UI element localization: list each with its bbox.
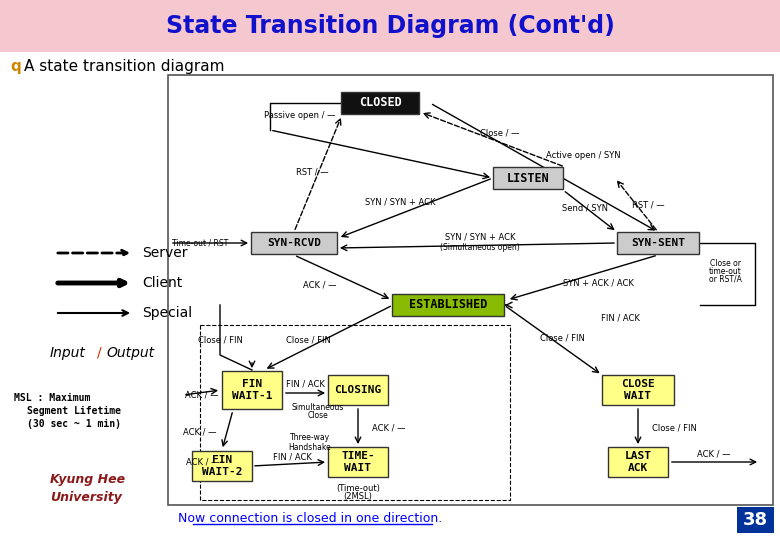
Text: ACK / —: ACK / — [185, 390, 218, 400]
Text: LISTEN: LISTEN [507, 172, 549, 185]
Text: 38: 38 [743, 511, 768, 529]
FancyBboxPatch shape [602, 375, 674, 405]
Text: A state transition diagram: A state transition diagram [24, 59, 225, 75]
Text: FIN / ACK: FIN / ACK [601, 314, 640, 322]
Text: SYN / SYN + ACK: SYN / SYN + ACK [445, 233, 516, 241]
Text: Close: Close [307, 411, 328, 421]
Text: Simultaneous: Simultaneous [292, 403, 344, 413]
Text: Active open / SYN: Active open / SYN [546, 151, 620, 159]
Text: Input: Input [50, 346, 86, 360]
FancyBboxPatch shape [168, 75, 773, 505]
Text: ACK / —: ACK / — [697, 449, 731, 458]
Text: TIME-
WAIT: TIME- WAIT [341, 451, 375, 473]
Text: Passive open / —: Passive open / — [264, 111, 335, 119]
Text: SYN-SENT: SYN-SENT [631, 238, 685, 248]
Text: Server: Server [142, 246, 187, 260]
Text: FIN / ACK: FIN / ACK [272, 453, 311, 462]
Text: SYN / SYN + ACK: SYN / SYN + ACK [365, 198, 435, 206]
Text: State Transition Diagram (Cont'd): State Transition Diagram (Cont'd) [165, 14, 615, 38]
Text: (Time-out): (Time-out) [336, 483, 380, 492]
Text: Close / FIN: Close / FIN [652, 423, 697, 433]
Text: RST / —: RST / — [296, 167, 328, 177]
Text: SYN-RCVD: SYN-RCVD [267, 238, 321, 248]
Text: q: q [10, 59, 21, 75]
Text: (30 sec ~ 1 min): (30 sec ~ 1 min) [27, 419, 121, 429]
FancyBboxPatch shape [341, 92, 419, 114]
Text: (Simultaneous open): (Simultaneous open) [440, 244, 520, 253]
Text: SYN + ACK / ACK: SYN + ACK / ACK [562, 279, 633, 287]
FancyBboxPatch shape [222, 371, 282, 409]
FancyBboxPatch shape [0, 0, 780, 52]
FancyBboxPatch shape [493, 167, 563, 189]
FancyBboxPatch shape [328, 375, 388, 405]
Text: Close / —: Close / — [480, 129, 519, 138]
FancyBboxPatch shape [328, 447, 388, 477]
FancyBboxPatch shape [737, 507, 774, 533]
Text: Send / SYN: Send / SYN [562, 204, 608, 213]
FancyBboxPatch shape [251, 232, 337, 254]
FancyBboxPatch shape [392, 294, 504, 316]
Text: ACK / —: ACK / — [186, 457, 219, 467]
Text: CLOSING: CLOSING [335, 385, 381, 395]
Text: Close / FIN: Close / FIN [285, 335, 331, 345]
FancyBboxPatch shape [617, 232, 699, 254]
Text: ACK / —: ACK / — [303, 280, 337, 289]
Text: Three-way: Three-way [290, 434, 330, 442]
Text: MSL : Maximum: MSL : Maximum [14, 393, 90, 403]
Text: Now connection is closed in one direction.: Now connection is closed in one directio… [178, 512, 442, 525]
Text: ESTABLISHED: ESTABLISHED [409, 299, 488, 312]
Text: FIN
WAIT-1: FIN WAIT-1 [232, 379, 272, 401]
Text: Close / FIN: Close / FIN [540, 334, 584, 342]
Text: Segment Lifetime: Segment Lifetime [27, 406, 121, 416]
Text: Client: Client [142, 276, 183, 290]
Text: Special: Special [142, 306, 192, 320]
Text: /: / [97, 346, 101, 360]
Text: Kyung Hee
University: Kyung Hee University [50, 472, 125, 503]
FancyBboxPatch shape [192, 451, 252, 481]
Text: RST / —: RST / — [632, 200, 665, 210]
Text: ACK / —: ACK / — [372, 423, 406, 433]
Text: Output: Output [106, 346, 154, 360]
Text: Close / FIN: Close / FIN [197, 335, 243, 345]
Text: CLOSE
WAIT: CLOSE WAIT [621, 379, 655, 401]
Text: Close or: Close or [710, 259, 740, 267]
Text: Handshake: Handshake [289, 442, 332, 451]
Text: or RST/A: or RST/A [708, 274, 742, 284]
Text: LAST
ACK: LAST ACK [625, 451, 651, 473]
Text: Time-out / RST: Time-out / RST [172, 239, 229, 247]
Text: ACK / —: ACK / — [183, 428, 217, 436]
Text: CLOSED: CLOSED [359, 97, 402, 110]
Text: time-out: time-out [708, 267, 742, 275]
Text: (2MSL): (2MSL) [343, 492, 372, 502]
FancyBboxPatch shape [608, 447, 668, 477]
Text: FIN / ACK: FIN / ACK [285, 380, 324, 388]
Text: FIN
WAIT-2: FIN WAIT-2 [202, 455, 243, 477]
